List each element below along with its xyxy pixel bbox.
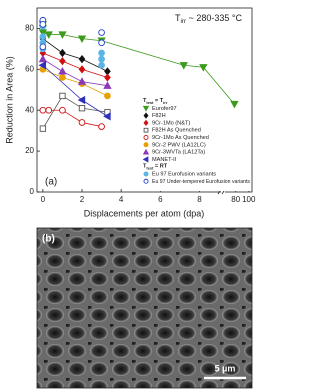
legend-title-part: irr [163, 100, 168, 105]
legend-box [140, 96, 250, 191]
legend-label: F82H [152, 113, 166, 119]
legend-title: Ttest = RT [143, 164, 168, 171]
series-line [42, 52, 108, 78]
legend-label: 9Cr-1Mo (N&T) [152, 120, 190, 126]
legend-title-part: = T [153, 98, 163, 104]
panel-label: (b) [42, 234, 55, 245]
x-tick-label: 80 [231, 195, 240, 204]
data-point [103, 81, 112, 89]
x-tick-label: 4 [119, 195, 124, 204]
legend-marker [143, 142, 149, 148]
plot-frame [36, 7, 253, 193]
data-point [98, 39, 105, 47]
data-point [78, 65, 86, 74]
data-point [78, 54, 86, 64]
data-point [104, 73, 111, 82]
data-point [199, 64, 208, 72]
data-point [39, 106, 47, 114]
data-point [104, 92, 111, 100]
sem-image [37, 228, 252, 388]
legend-title-part: T [143, 98, 147, 104]
x-tick-label: 0 [41, 195, 46, 204]
legend-label: MANET-II [152, 157, 177, 163]
data-point [98, 61, 105, 69]
legend-marker [143, 178, 149, 184]
sem-frame [36, 227, 253, 389]
legend-title: Ttest = Tirr [143, 98, 168, 105]
data-point [44, 31, 53, 39]
legend-title-part: = RT [153, 164, 167, 170]
data-point [78, 105, 86, 112]
legend-marker [142, 156, 149, 163]
data-point [77, 77, 87, 85]
annotation-part: irr [181, 18, 187, 25]
legend-label: 9Cr-3WVTa (LA12Ta) [152, 150, 205, 156]
series-line [42, 95, 108, 129]
annotation-part: ~ 280-335 °C [186, 13, 242, 23]
data-point [38, 54, 48, 63]
data-point [230, 100, 239, 109]
y-tick-label: 20 [25, 146, 34, 155]
data-point [39, 43, 47, 51]
data-point [39, 33, 47, 40]
x-tick-label: 100 [242, 195, 256, 204]
data-point [78, 119, 86, 126]
data-point [98, 123, 105, 130]
legend-marker [142, 148, 150, 155]
data-point [77, 95, 86, 105]
data-point [59, 92, 66, 100]
data-point [98, 55, 105, 63]
data-point [45, 106, 53, 114]
annotation: Tirr ~ 280-335 °C [175, 13, 242, 24]
data-point [59, 106, 66, 114]
sem-panel: (b) 5 µm [36, 227, 253, 389]
data-point [58, 31, 67, 39]
data-point [59, 48, 66, 58]
data-point [59, 57, 66, 66]
legend-label: 9Cr-1Mo As Quenched [152, 135, 209, 141]
legend-label: Eurofer97 [152, 106, 177, 112]
y-tick-label: 40 [25, 105, 34, 114]
y-axis-title: Reduction in Area (%) [4, 56, 14, 144]
data-point [38, 61, 47, 70]
legend-marker [142, 105, 150, 112]
data-point [179, 62, 188, 70]
x-axis-title: Displacements per atom (dpa) [84, 208, 205, 218]
legend-label: Eu 97 Under-tempered Eurofusion variants [152, 179, 250, 185]
data-point [98, 49, 105, 57]
figure: (a) Displacements per atom (dpa) Reducti… [4, 7, 256, 389]
legend-marker [143, 127, 149, 133]
data-point [38, 29, 48, 37]
series-line [42, 109, 102, 127]
legend-marker [143, 119, 149, 127]
series-line [42, 38, 108, 72]
legend-marker [143, 112, 149, 119]
legend-label: 9Cr-2 PWV (LA12LC) [152, 142, 206, 148]
data-point [58, 67, 67, 75]
legend-label: F82H As Quenched [152, 128, 201, 134]
data-point [103, 112, 111, 121]
panel-label: (a) [45, 177, 57, 188]
legend-title-part: test [146, 166, 154, 171]
legend-marker [143, 171, 149, 177]
legend-title-part: test [146, 100, 154, 105]
x-tick-label: 6 [158, 195, 163, 204]
x-tick-label: 2 [80, 195, 85, 204]
data-point [39, 21, 47, 28]
y-tick-label: 60 [25, 64, 34, 73]
legend-label: Eu 97 Eurofusion variants [152, 171, 216, 177]
data-point [59, 74, 66, 81]
y-tick-label: 0 [30, 187, 35, 196]
x-tick-label: 8 [197, 195, 202, 204]
y-tick-label: 80 [25, 24, 34, 33]
annotation-part: T [175, 13, 181, 23]
data-point [77, 35, 87, 43]
legend-marker [143, 135, 149, 140]
legend-title-part: T [143, 164, 147, 170]
data-point [98, 29, 105, 36]
data-point [39, 125, 47, 132]
series-line [42, 58, 108, 87]
scale-bar-label: 5 µm [215, 363, 236, 373]
